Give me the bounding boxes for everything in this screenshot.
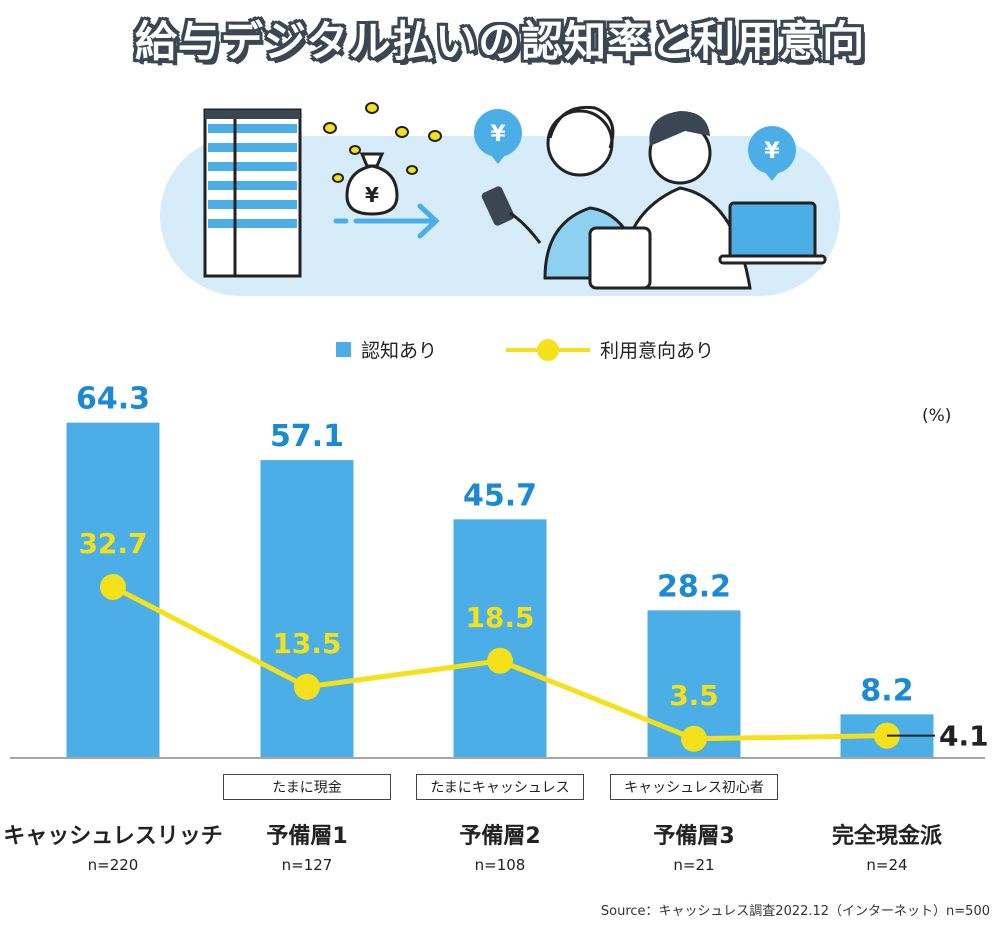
svg-text:¥: ¥ — [365, 183, 379, 207]
legend-awareness-label: 認知あり — [361, 340, 438, 362]
intent-value-label-0: 32.7 — [78, 527, 147, 560]
category-name: 予備層1 — [266, 824, 348, 849]
intent-value-label-1: 13.5 — [272, 627, 341, 660]
category-sample-size: n=108 — [474, 856, 526, 874]
bar-value-label-3: 28.2 — [657, 569, 731, 604]
office-building-icon — [203, 108, 302, 278]
legend-intent-label: 利用意向あり — [600, 340, 715, 362]
legend-awareness: 認知あり — [336, 336, 437, 363]
category-tag: キャッシュレス初心者 — [610, 774, 778, 800]
category-sample-size: n=220 — [87, 856, 139, 874]
bar-value-label-1: 57.1 — [270, 419, 344, 454]
intent-point-1 — [294, 673, 320, 700]
category-name: 予備層2 — [459, 824, 541, 849]
intent-point-3 — [681, 725, 707, 752]
intent-value-label-4: 4.1 — [939, 720, 989, 753]
source-note: Source：キャッシュレス調査2022.12（インターネット）n=500 — [600, 904, 990, 919]
intent-point-2 — [487, 647, 513, 674]
legend-line-swatch — [506, 338, 590, 361]
intent-value-label-2: 18.5 — [465, 601, 534, 634]
illustration: ¥ ¥ ¥ — [160, 102, 840, 296]
arrow-right-icon — [333, 203, 440, 239]
category-sample-size: n=127 — [281, 856, 333, 874]
intent-point-0 — [100, 573, 126, 600]
coin-icons — [323, 102, 442, 183]
category-label-4: 完全現金派 n=24 — [777, 818, 997, 874]
category-name: 予備層3 — [653, 824, 735, 849]
svg-text:¥: ¥ — [490, 122, 506, 147]
legend-bar-swatch — [336, 342, 351, 357]
bar-value-label-2: 45.7 — [463, 478, 537, 513]
bar-awareness-1 — [260, 460, 354, 757]
legend-intent: 利用意向あり — [506, 336, 714, 363]
bar-value-label-4: 8.2 — [860, 673, 913, 708]
category-label-0: キャッシュレスリッチ n=220 — [3, 818, 223, 874]
unit-label: (%) — [922, 406, 952, 426]
category-label-1: たまに現金予備層1 n=127 — [197, 774, 417, 874]
category-sample-size: n=24 — [866, 856, 908, 874]
category-name: 完全現金派 — [831, 824, 942, 849]
bar-awareness-2 — [453, 519, 547, 757]
man-with-laptop-icon: ¥ — [588, 111, 827, 290]
svg-text:¥: ¥ — [764, 139, 780, 164]
category-tag: たまに現金 — [223, 774, 391, 800]
category-sample-size: n=21 — [673, 856, 715, 874]
intent-value-label-3: 3.5 — [669, 679, 719, 712]
category-label-3: キャッシュレス初心者 予備層3 n=21 — [584, 774, 804, 874]
category-name: キャッシュレスリッチ — [3, 824, 223, 849]
category-tag: たまにキャッシュレス — [416, 774, 584, 800]
money-bag-icon: ¥ — [345, 152, 399, 216]
bar-value-label-0: 64.3 — [76, 382, 150, 417]
category-label-2: たまにキャッシュレス 予備層2 n=108 — [390, 774, 610, 874]
chart-title: 給与デジタル払いの認知率と利用意向 — [134, 17, 866, 66]
